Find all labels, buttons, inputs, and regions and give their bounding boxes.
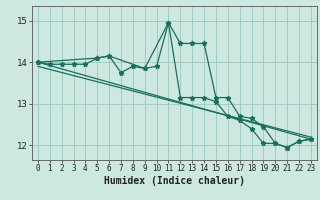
X-axis label: Humidex (Indice chaleur): Humidex (Indice chaleur) — [104, 176, 245, 186]
